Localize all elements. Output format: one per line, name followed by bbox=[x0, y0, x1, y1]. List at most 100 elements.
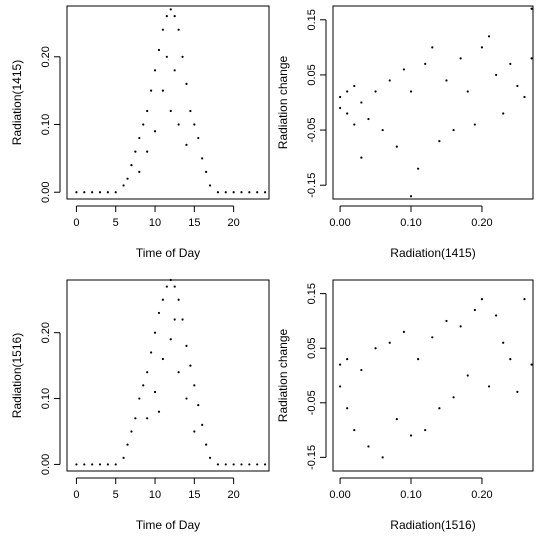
data-point bbox=[516, 390, 519, 393]
chart-panel-bottom-right: 0.00 0.10 0.20 -0.15 -0.05 0.05 0.15 Radiation(… bbox=[276, 279, 534, 532]
data-point bbox=[487, 385, 491, 388]
data-point bbox=[381, 456, 384, 459]
x-axis-label: Radiation(1415) bbox=[390, 246, 475, 260]
data-point bbox=[466, 90, 469, 93]
data-point bbox=[232, 191, 235, 194]
y-tick-label: -0.05 bbox=[306, 118, 318, 143]
plot-frame bbox=[66, 279, 270, 472]
data-point bbox=[106, 191, 109, 194]
x-tick-label: 20 bbox=[228, 489, 240, 501]
x-tick-label: 10 bbox=[149, 217, 161, 229]
data-point bbox=[530, 7, 533, 10]
data-point bbox=[142, 384, 145, 387]
data-point bbox=[360, 368, 363, 372]
data-point bbox=[523, 298, 526, 301]
data-point bbox=[185, 82, 188, 85]
data-point bbox=[157, 410, 161, 413]
data-point bbox=[367, 117, 370, 121]
data-point bbox=[197, 404, 200, 407]
y-tick-label: 0.15 bbox=[306, 9, 318, 30]
data-point bbox=[157, 311, 161, 315]
data-point bbox=[248, 463, 251, 466]
y-tick-label: 0.20 bbox=[40, 46, 52, 67]
data-point bbox=[495, 73, 498, 77]
data-point bbox=[473, 308, 476, 312]
data-point bbox=[177, 371, 180, 374]
data-point bbox=[208, 456, 212, 459]
data-point bbox=[338, 95, 342, 99]
data-point bbox=[161, 89, 164, 92]
data-point bbox=[240, 191, 243, 194]
data-point bbox=[165, 285, 168, 288]
y-tick-label: 0.05 bbox=[306, 64, 318, 85]
y-axis-label: Radiation(1516) bbox=[10, 333, 24, 418]
x-tick-label: 0.10 bbox=[400, 217, 421, 229]
data-point bbox=[438, 407, 441, 410]
data-point bbox=[353, 84, 356, 88]
data-point bbox=[153, 331, 157, 334]
plot-frame bbox=[332, 5, 534, 200]
data-point bbox=[193, 123, 196, 126]
x-axis-label: Radiation(1516) bbox=[390, 518, 475, 532]
data-point bbox=[153, 130, 157, 133]
chart-panel-top-right: 0.00 0.10 0.20 -0.15 -0.05 0.05 0.15 Radiation(… bbox=[276, 5, 534, 260]
data-point bbox=[353, 123, 356, 126]
data-point bbox=[409, 90, 413, 93]
data-point bbox=[138, 136, 141, 140]
y-tick-label: 0.10 bbox=[40, 114, 52, 135]
data-point bbox=[83, 463, 86, 466]
y-axis-label: Radiation change bbox=[276, 328, 290, 422]
data-point bbox=[165, 15, 168, 18]
data-point bbox=[177, 298, 180, 301]
data-point bbox=[142, 123, 145, 126]
data-point bbox=[417, 167, 420, 170]
data-point bbox=[75, 191, 78, 194]
data-point bbox=[201, 423, 204, 426]
data-point bbox=[431, 336, 434, 339]
data-point bbox=[193, 430, 196, 433]
data-point bbox=[146, 109, 149, 113]
data-point bbox=[459, 325, 462, 328]
data-point bbox=[374, 347, 377, 350]
data-point bbox=[177, 123, 180, 126]
data-point bbox=[263, 463, 267, 466]
data-point bbox=[169, 338, 172, 341]
data-point bbox=[502, 341, 505, 344]
chart-panel-top-left: 0 5 10 15 20 0.00 0.10 0.20 Time of Day Radiation… bbox=[10, 5, 270, 260]
data-point bbox=[205, 170, 208, 174]
x-tick-label: 0.00 bbox=[329, 217, 350, 229]
data-point bbox=[181, 318, 184, 321]
data-point bbox=[224, 463, 227, 466]
plot-frame bbox=[332, 279, 534, 472]
data-point bbox=[75, 463, 78, 466]
chart-panel-bottom-left: 0 5 10 15 20 0.00 0.10 0.20 Time of Day Radiation… bbox=[10, 278, 270, 532]
data-point bbox=[495, 314, 498, 317]
x-tick-label: 10 bbox=[149, 489, 161, 501]
data-point bbox=[106, 463, 109, 466]
data-point bbox=[256, 191, 259, 194]
data-point bbox=[523, 95, 526, 99]
data-point bbox=[189, 364, 192, 367]
x-tick-label: 0.10 bbox=[400, 489, 421, 501]
data-point bbox=[126, 443, 129, 446]
data-point bbox=[381, 128, 384, 132]
x-tick-label: 20 bbox=[228, 217, 240, 229]
data-point bbox=[169, 8, 172, 11]
data-point bbox=[402, 68, 406, 71]
x-tick-label: 15 bbox=[188, 217, 200, 229]
data-point bbox=[256, 463, 259, 466]
data-point bbox=[367, 445, 370, 448]
data-point bbox=[98, 463, 102, 466]
y-tick-label: -0.15 bbox=[306, 445, 318, 470]
data-point bbox=[122, 184, 125, 187]
data-point bbox=[360, 156, 363, 159]
y-tick-label: 0.05 bbox=[306, 338, 318, 359]
data-point bbox=[130, 430, 133, 433]
data-point bbox=[208, 184, 212, 187]
data-point bbox=[417, 358, 420, 361]
data-point bbox=[205, 443, 208, 446]
data-point bbox=[153, 390, 157, 394]
data-point bbox=[338, 363, 342, 366]
data-point bbox=[452, 128, 455, 132]
y-tick-label: 0.15 bbox=[306, 283, 318, 304]
